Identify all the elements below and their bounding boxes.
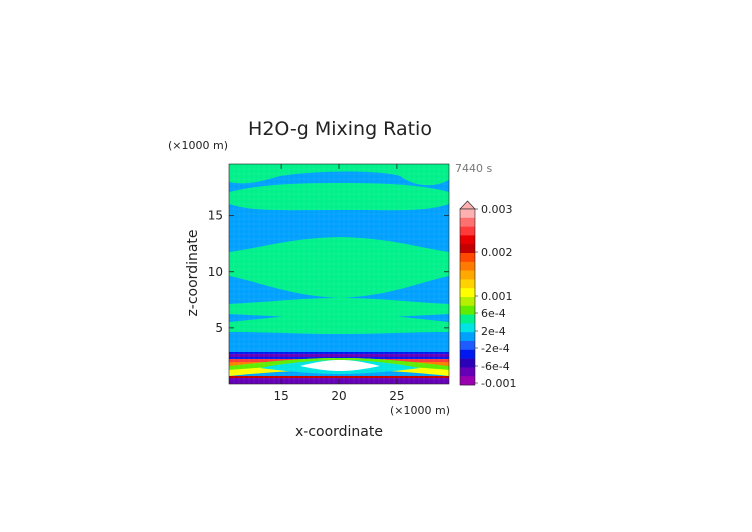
y-unit-label: (×1000 m) bbox=[168, 139, 228, 152]
colorbar-segment bbox=[460, 261, 475, 271]
colorbar-segment bbox=[460, 209, 475, 219]
x-unit-label: (×1000 m) bbox=[390, 404, 450, 417]
lower-teal-band-1 bbox=[229, 298, 449, 318]
colorbar-segment bbox=[460, 349, 475, 359]
lower-teal-band-2 bbox=[229, 313, 449, 334]
y-axis: 5 10 15 bbox=[208, 209, 449, 335]
x-axis: 15 20 25 bbox=[273, 164, 405, 403]
x-axis-label: x-coordinate bbox=[295, 424, 383, 440]
y-tick-label: 5 bbox=[215, 321, 223, 335]
colorbar-segment bbox=[460, 358, 475, 368]
colorbar-frame bbox=[459, 208, 476, 386]
y-tick-label: 10 bbox=[208, 265, 223, 279]
colorbar-segment bbox=[460, 314, 475, 324]
y-tick-label: 15 bbox=[208, 209, 223, 223]
plot-area bbox=[228, 163, 450, 385]
contour-field bbox=[229, 164, 449, 384]
colorbar-label: -6e-4 bbox=[481, 360, 510, 373]
colorbar-extend-arrow bbox=[459, 200, 476, 210]
x-tick-label: 20 bbox=[331, 389, 346, 403]
colorbar-segment bbox=[460, 323, 475, 333]
x-tick-label: 15 bbox=[273, 389, 288, 403]
colorbar-segment bbox=[460, 244, 475, 254]
colorbar-segment bbox=[460, 376, 475, 386]
colorbar-segment bbox=[460, 270, 475, 280]
colorbar-label: 0.003 bbox=[481, 203, 513, 216]
colorbar-segment bbox=[460, 297, 475, 307]
colorbar-segment bbox=[460, 305, 475, 315]
upper-teal-band-2 bbox=[229, 183, 449, 211]
y-axis-label: z-coordinate bbox=[185, 229, 201, 316]
colorbar-label: 2e-4 bbox=[481, 325, 506, 338]
colorbar-segment bbox=[460, 217, 475, 227]
colorbar-segment bbox=[460, 288, 475, 298]
upper-teal-band-top bbox=[229, 164, 449, 186]
colorbar-segment bbox=[460, 341, 475, 351]
colorbar-label: -0.001 bbox=[481, 377, 516, 390]
white-core bbox=[300, 360, 380, 371]
x-tick-label: 25 bbox=[389, 389, 404, 403]
colorbar-label: 6e-4 bbox=[481, 307, 506, 320]
colorbar-segment bbox=[460, 226, 475, 236]
purple-band-upper bbox=[229, 354, 449, 357]
colorbar-label: 0.001 bbox=[481, 290, 513, 303]
chart-title: H2O-g Mixing Ratio bbox=[248, 118, 432, 140]
colorbar-segment bbox=[460, 367, 475, 377]
colorbar-segment bbox=[460, 279, 475, 289]
colorbar-label: 0.002 bbox=[481, 246, 513, 259]
colorbar-segment bbox=[460, 253, 475, 263]
time-label: 7440 s bbox=[455, 162, 492, 175]
colorbar-segment bbox=[460, 235, 475, 245]
colorbar: 0.003 0.002 0.001 6e-4 2e-4 -2e-4 -6e-4 -0.001 bbox=[459, 200, 516, 390]
colorbar-label: -2e-4 bbox=[481, 342, 510, 355]
colorbar-segment bbox=[460, 332, 475, 342]
middle-teal-lens bbox=[229, 237, 449, 298]
cell-grid-overlay bbox=[229, 164, 449, 384]
bottom-red-strip bbox=[229, 376, 449, 378]
